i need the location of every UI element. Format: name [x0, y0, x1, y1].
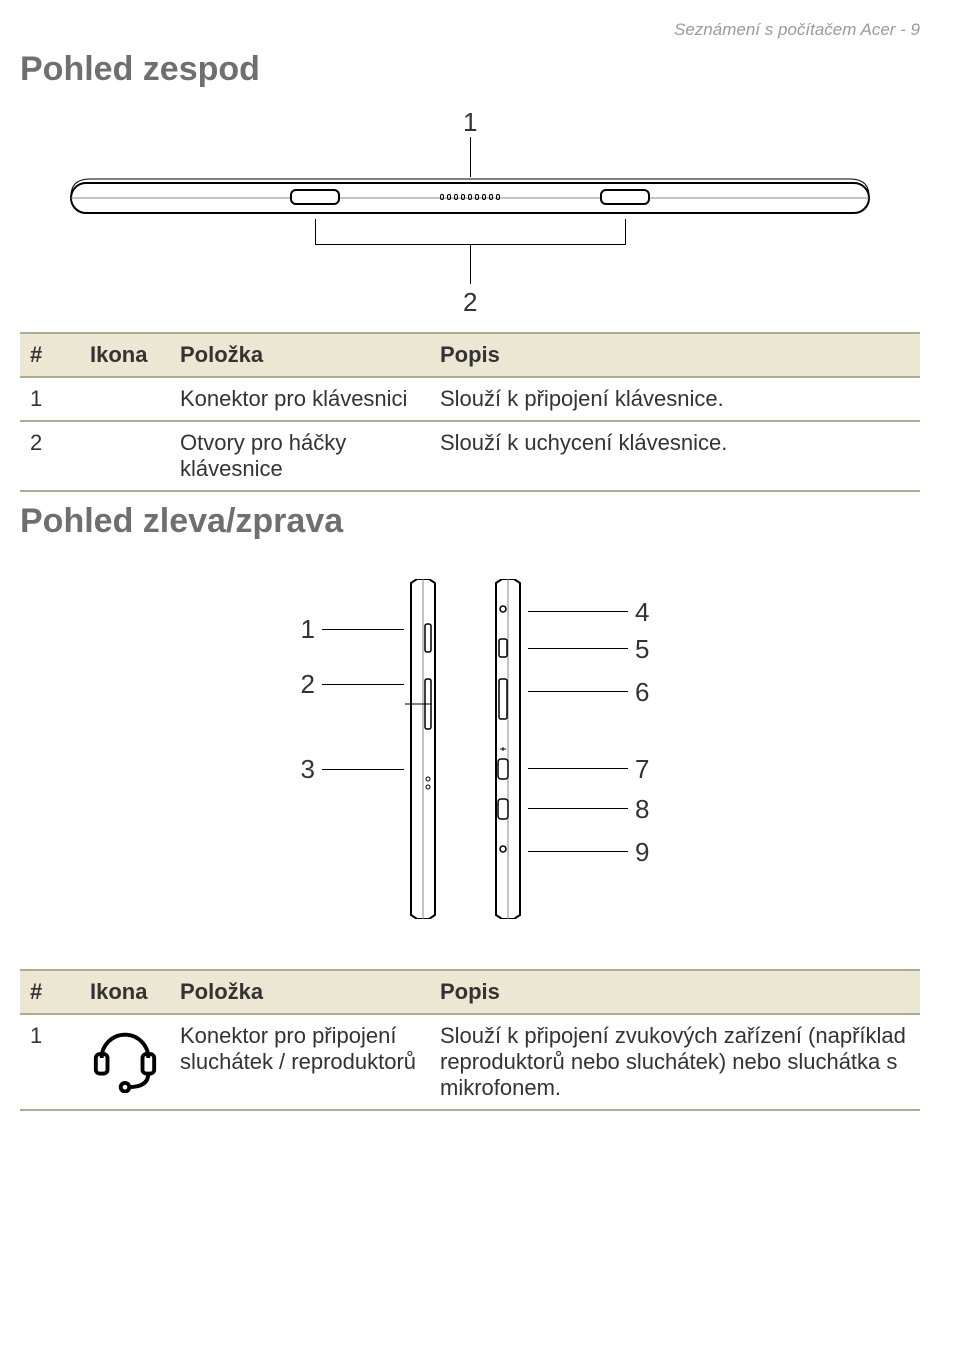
- parts-table-bottom: # Ikona Položka Popis 1 Konektor pro klá…: [20, 332, 920, 492]
- col-header-item: Položka: [170, 970, 430, 1014]
- table-header-row: # Ikona Položka Popis: [20, 970, 920, 1014]
- callout-label: 5: [635, 634, 649, 665]
- col-header-num: #: [20, 333, 80, 377]
- cell-item: Otvory pro háčky klávesnice: [170, 421, 430, 491]
- diagram-bottom-view: 1 2: [40, 107, 900, 322]
- col-header-icon: Ikona: [80, 333, 170, 377]
- callout-line: [528, 768, 628, 769]
- parts-table-side: # Ikona Položka Popis 1: [20, 969, 920, 1111]
- keyboard-hook-slot: [600, 189, 650, 205]
- callout-line: [322, 684, 404, 685]
- cell-desc: Slouží k připojení klávesnice.: [430, 377, 920, 421]
- cell-icon: [80, 421, 170, 491]
- device-bottom-outline: [70, 177, 870, 219]
- diagram-side-view: 1 2 3 4 5 6 7 8 9: [40, 559, 900, 959]
- callout-label: 4: [635, 597, 649, 628]
- callout-label: 6: [635, 677, 649, 708]
- col-header-icon: Ikona: [80, 970, 170, 1014]
- page: Seznámení s počítačem Acer - 9 Pohled ze…: [0, 0, 960, 1161]
- col-header-num: #: [20, 970, 80, 1014]
- callout-line: [625, 219, 626, 244]
- callout-label: 3: [295, 754, 315, 785]
- callout-label: 7: [635, 754, 649, 785]
- cell-desc: Slouží k uchycení klávesnice.: [430, 421, 920, 491]
- col-header-item: Položka: [170, 333, 430, 377]
- callout-label: 2: [463, 287, 477, 318]
- device-side-left: [405, 579, 441, 919]
- table-row: 2 Otvory pro háčky klávesnice Slouží k u…: [20, 421, 920, 491]
- col-header-desc: Popis: [430, 970, 920, 1014]
- callout-line: [528, 648, 628, 649]
- callout-label: 9: [635, 837, 649, 868]
- headset-icon: [90, 1073, 160, 1098]
- callout-label: 8: [635, 794, 649, 825]
- callout-label: 1: [295, 614, 315, 645]
- callout-line: [528, 851, 628, 852]
- callout-line: [315, 219, 316, 244]
- keyboard-hook-slot: [290, 189, 340, 205]
- cell-desc: Slouží k připojení zvukových zařízení (n…: [430, 1014, 920, 1110]
- callout-line: [322, 629, 404, 630]
- section-title-side-view: Pohled zleva/zprava: [20, 502, 920, 541]
- section-title-bottom-view: Pohled zespod: [20, 50, 920, 89]
- callout-line: [528, 691, 628, 692]
- device-side-right: [490, 579, 526, 919]
- callout-line: [470, 244, 471, 284]
- callout-label: 1: [463, 107, 477, 138]
- cell-icon: [80, 377, 170, 421]
- callout-line: [528, 808, 628, 809]
- table-row: 1 Konektor pro klávesnici Slouží k připo…: [20, 377, 920, 421]
- page-header-breadcrumb: Seznámení s počítačem Acer - 9: [20, 20, 920, 40]
- callout-label: 2: [295, 669, 315, 700]
- callout-line: [528, 611, 628, 612]
- cell-item: Konektor pro připojení sluchátek / repro…: [170, 1014, 430, 1110]
- cell-icon: [80, 1014, 170, 1110]
- callout-line: [470, 137, 471, 177]
- cell-num: 1: [20, 377, 80, 421]
- callout-line: [322, 769, 404, 770]
- cell-num: 2: [20, 421, 80, 491]
- col-header-desc: Popis: [430, 333, 920, 377]
- cell-num: 1: [20, 1014, 80, 1110]
- keyboard-connector-pins: [440, 194, 500, 200]
- table-row: 1 Konektor pro připojení sluchátek / rep…: [20, 1014, 920, 1110]
- cell-item: Konektor pro klávesnici: [170, 377, 430, 421]
- table-header-row: # Ikona Položka Popis: [20, 333, 920, 377]
